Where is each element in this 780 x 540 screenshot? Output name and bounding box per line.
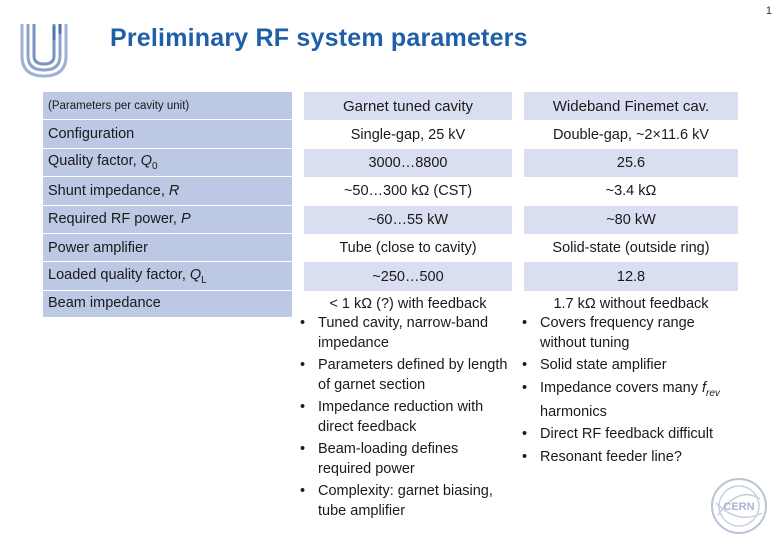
garnet-bullet-list: Tuned cavity, narrow-band impedance Para… <box>298 314 510 524</box>
row-garnet-value: ~50…300 kΩ (CST) <box>343 183 473 200</box>
list-item: Covers frequency range without tuning <box>520 314 735 353</box>
row-garnet-value: 3000…8800 <box>304 148 512 178</box>
list-item: Impedance covers many frev harmonics <box>520 379 735 423</box>
header-label: (Parameters per cavity unit) <box>43 92 292 121</box>
table-row: Loaded quality factor, QL ~250…500 12.8 <box>43 262 738 291</box>
row-finemet-value: 12.8 <box>524 262 738 291</box>
row-label: Required RF power, P <box>43 205 292 234</box>
table-header-row: (Parameters per cavity unit) Garnet tune… <box>43 92 738 121</box>
row-garnet-value: Single-gap, 25 kV <box>350 126 466 143</box>
row-garnet-value: ~250…500 <box>304 262 512 291</box>
row-label: Shunt impedance, R <box>43 177 292 206</box>
row-finemet-value: ~3.4 kΩ <box>605 183 657 200</box>
row-label: Loaded quality factor, QL <box>43 262 292 291</box>
row-finemet-value: 1.7 kΩ without feedback <box>553 296 709 313</box>
list-item: Complexity: garnet biasing, tube amplifi… <box>298 482 510 521</box>
list-item: Beam-loading defines required power <box>298 440 510 479</box>
svg-text:CERN: CERN <box>723 501 754 513</box>
row-garnet-value: < 1 kΩ (?) with feedback <box>329 296 487 313</box>
parameters-table: (Parameters per cavity unit) Garnet tune… <box>43 92 738 319</box>
table-row: Configuration Single-gap, 25 kV Double-g… <box>43 120 738 149</box>
row-garnet-value: ~60…55 kW <box>304 205 512 234</box>
list-item: Impedance reduction with direct feedback <box>298 398 510 437</box>
list-item: Direct RF feedback difficult <box>520 425 735 445</box>
row-finemet-value: 25.6 <box>524 148 738 178</box>
table-row: Power amplifier Tube (close to cavity) S… <box>43 233 738 263</box>
list-item: Solid state amplifier <box>520 356 735 376</box>
table-row: Required RF power, P ~60…55 kW ~80 kW <box>43 205 738 234</box>
row-label: Beam impedance <box>43 290 292 319</box>
finemet-bullet-list: Covers frequency range without tuning So… <box>520 314 735 470</box>
row-finemet-value: Double-gap, ~2×11.6 kV <box>552 126 710 143</box>
row-label: Quality factor, Q0 <box>43 148 292 178</box>
row-label: Power amplifier <box>43 233 292 263</box>
page-title: Preliminary RF system parameters <box>110 24 528 52</box>
cern-logo-icon: CERN <box>711 478 767 534</box>
list-item: Parameters defined by length of garnet s… <box>298 356 510 395</box>
header-finemet-cavity: Wideband Finemet cav. <box>524 92 738 121</box>
table-row: Quality factor, Q0 3000…8800 25.6 <box>43 148 738 178</box>
university-logo-icon <box>20 24 68 78</box>
row-garnet-value: Tube (close to cavity) <box>339 240 477 257</box>
row-label: Configuration <box>43 120 292 149</box>
row-finemet-value: Solid-state (outside ring) <box>552 240 710 257</box>
page-number: 1 <box>765 5 772 17</box>
header-garnet-cavity: Garnet tuned cavity <box>304 92 512 121</box>
list-item: Resonant feeder line? <box>520 448 735 468</box>
table-row: Beam impedance < 1 kΩ (?) with feedback … <box>43 290 738 319</box>
list-item: Tuned cavity, narrow-band impedance <box>298 314 510 353</box>
row-finemet-value: ~80 kW <box>524 205 738 234</box>
table-row: Shunt impedance, R ~50…300 kΩ (CST) ~3.4… <box>43 177 738 206</box>
